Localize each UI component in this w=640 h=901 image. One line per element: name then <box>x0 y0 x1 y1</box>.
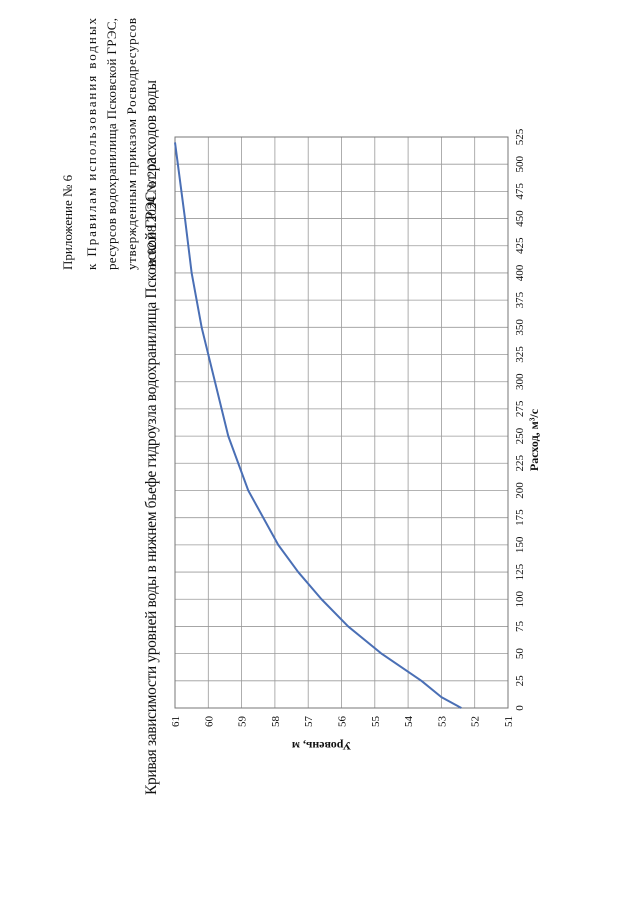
header: Приложение № 6 к Правилам использования в… <box>60 18 159 271</box>
y-tick-label: 51 <box>503 716 515 727</box>
x-tick-label: 150 <box>514 536 526 553</box>
y-tick-label: 61 <box>170 716 182 727</box>
x-tick-label: 400 <box>514 264 526 281</box>
y-tick-label: 59 <box>237 716 249 728</box>
x-tick-label: 450 <box>514 210 526 227</box>
x-tick-label: 375 <box>514 291 526 308</box>
x-tick-label: 500 <box>514 155 526 172</box>
x-tick-label: 425 <box>514 237 526 254</box>
x-tick-label: 175 <box>514 509 526 526</box>
y-tick-label: 52 <box>470 716 482 727</box>
x-tick-label: 0 <box>514 705 526 711</box>
header-line: утвержденным приказом Росводресурсов <box>124 18 139 270</box>
x-axis-title: Расход, м³/с <box>527 408 541 471</box>
x-tick-label: 475 <box>514 183 526 200</box>
chart-title: Кривая зависимости уровней воды в нижнем… <box>143 79 160 795</box>
x-tick-label: 275 <box>514 400 526 417</box>
x-tick-label: 325 <box>514 346 526 363</box>
header-line: от 02.08.2024 № 203 <box>144 158 159 270</box>
y-tick-label: 53 <box>436 716 448 728</box>
x-tick-label: 100 <box>514 590 526 607</box>
x-tick-label: 25 <box>514 675 526 687</box>
header-line: Приложение № 6 <box>60 174 75 270</box>
header-line: к Правилам использования водных <box>84 18 99 271</box>
y-tick-label: 56 <box>337 716 349 728</box>
chart: 0 25 50 75 100 125 150 175 200 225 250 275 300 325 350… <box>170 128 541 753</box>
x-tick-label: 525 <box>514 128 526 145</box>
x-tick-label: 250 <box>514 427 526 444</box>
x-tick-label: 300 <box>514 373 526 390</box>
y-axis-title: Уровень, м <box>292 739 351 753</box>
y-tick-label: 58 <box>270 716 282 728</box>
x-tick-label: 200 <box>514 482 526 499</box>
y-tick-label: 55 <box>370 716 382 728</box>
x-tick-label: 350 <box>514 319 526 336</box>
y-tick-label: 57 <box>303 716 315 728</box>
x-tick-label: 225 <box>514 455 526 472</box>
data-line <box>174 142 462 709</box>
header-line: ресурсов водохранилища Псковской ГРЭС, <box>104 18 119 270</box>
y-tick-label: 60 <box>203 716 215 728</box>
x-tick-label: 50 <box>514 648 526 660</box>
x-tick-label: 125 <box>514 563 526 580</box>
x-tick-label: 75 <box>514 620 526 632</box>
y-tick-label: 54 <box>403 716 415 728</box>
plot-frame <box>174 136 509 709</box>
